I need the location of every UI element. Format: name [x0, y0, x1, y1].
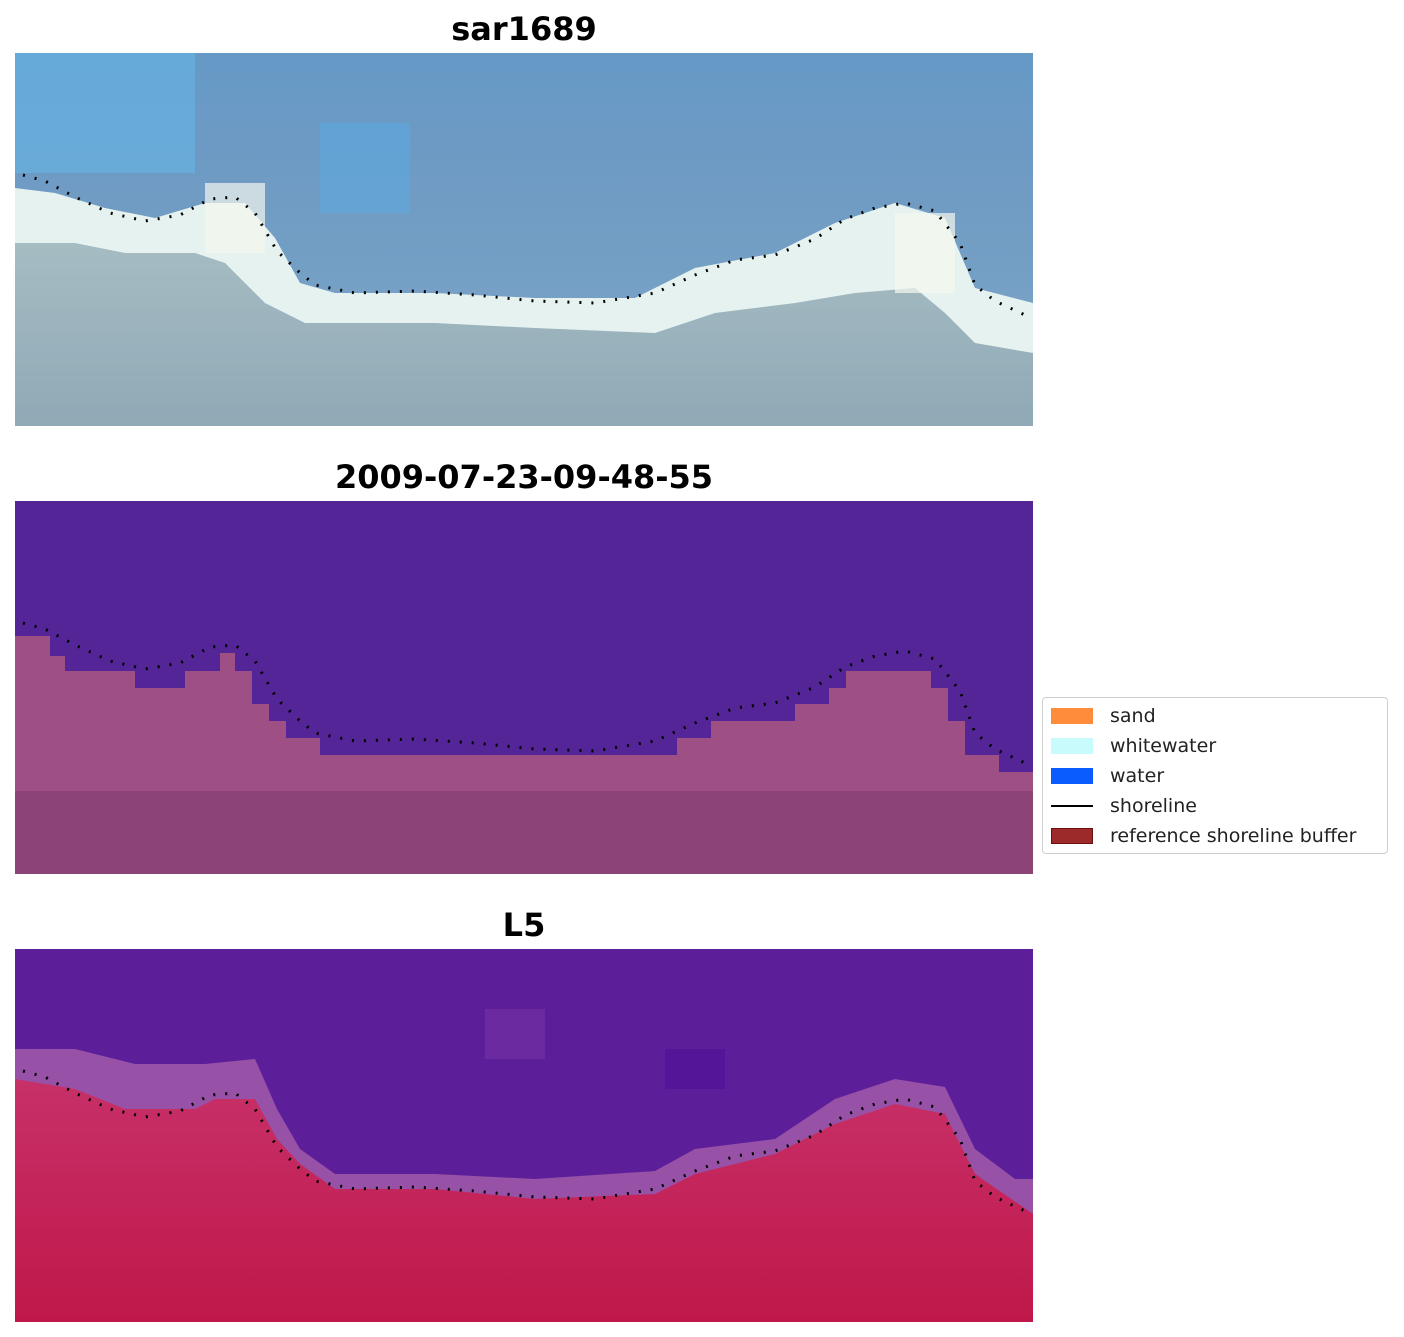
legend-label-shoreline: shoreline [1110, 795, 1197, 817]
rgb-image-panel [15, 53, 1033, 426]
legend-label-buffer: reference shoreline buffer [1110, 825, 1357, 847]
legend-label-sand: sand [1110, 705, 1156, 727]
legend-swatch-buffer [1051, 828, 1093, 844]
index-image-panel [15, 949, 1033, 1322]
legend-swatch-water [1051, 768, 1093, 784]
legend-label-water: water [1110, 765, 1165, 787]
legend-swatch-sand [1051, 708, 1093, 724]
panel-title-3: L5 [502, 906, 546, 944]
legend: sand whitewater water shoreline referenc… [1042, 697, 1388, 854]
panel-title-1: sar1689 [451, 10, 597, 48]
legend-label-whitewater: whitewater [1110, 735, 1217, 757]
panel-title-2: 2009-07-23-09-48-55 [334, 458, 714, 496]
legend-line-shoreline [1051, 805, 1093, 807]
classified-image-panel [15, 501, 1033, 874]
legend-swatch-whitewater [1051, 738, 1093, 754]
